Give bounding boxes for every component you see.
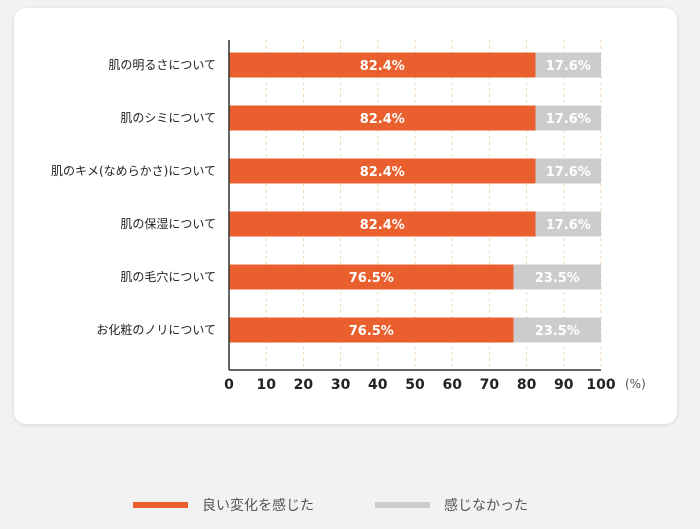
- category-label: 肌の毛穴について: [120, 269, 216, 284]
- x-tick-label: 90: [554, 377, 574, 393]
- legend-label-positive: 良い変化を感じた: [202, 498, 314, 514]
- data-label: 17.6%: [546, 165, 591, 180]
- x-tick-label: 60: [442, 377, 462, 393]
- data-label: 76.5%: [349, 324, 394, 339]
- data-label: 82.4%: [360, 112, 405, 127]
- x-tick-label: 20: [294, 377, 314, 393]
- bar-segment-negative: [535, 211, 601, 237]
- x-tick-label: 80: [517, 377, 537, 393]
- category-label: 肌の保湿について: [120, 216, 216, 231]
- data-label: 23.5%: [535, 324, 580, 339]
- data-label: 82.4%: [360, 218, 405, 233]
- legend-item-negative: 感じなかった: [375, 490, 528, 520]
- bar-segment-negative: [535, 105, 601, 131]
- x-tick-label: 40: [368, 377, 388, 393]
- bar-segment-positive: [229, 52, 536, 78]
- x-tick-label: 70: [480, 377, 500, 393]
- data-label: 76.5%: [349, 271, 394, 286]
- x-tick-label: 50: [405, 377, 425, 393]
- data-label: 17.6%: [546, 59, 591, 74]
- category-label: 肌の明るさについて: [108, 58, 216, 72]
- bar-segment-positive: [229, 211, 536, 237]
- x-tick-label: 10: [256, 377, 276, 393]
- category-label: 肌のキメ(なめらかさ)について: [51, 164, 216, 178]
- bar-segment-positive: [229, 317, 514, 343]
- legend-item-positive: 良い変化を感じた: [133, 490, 314, 520]
- data-label: 82.4%: [360, 165, 405, 180]
- chart-legend: 良い変化を感じた 感じなかった: [0, 490, 700, 520]
- bar-segment-negative: [535, 52, 601, 78]
- category-label: お化粧のノリについて: [96, 323, 216, 337]
- legend-swatch-negative: [375, 502, 430, 508]
- x-axis-unit: (%): [625, 377, 646, 391]
- data-label: 17.6%: [546, 218, 591, 233]
- legend-swatch-positive: [133, 502, 188, 508]
- x-tick-label: 30: [331, 377, 351, 393]
- x-tick-label: 0: [224, 377, 234, 393]
- data-label: 17.6%: [546, 112, 591, 127]
- bar-segment-positive: [229, 105, 536, 131]
- stacked-bar-chart: 肌の明るさについて 82.4% 17.6% 肌のシミについて 82.4% 17.6% 肌のキ…: [51, 40, 646, 393]
- legend-label-negative: 感じなかった: [444, 498, 528, 514]
- bar-segment-positive: [229, 158, 536, 184]
- bar-segment-negative: [513, 264, 601, 290]
- data-label: 23.5%: [535, 271, 580, 286]
- bar-segment-negative: [535, 158, 601, 184]
- category-label: 肌のシミについて: [120, 111, 216, 125]
- bar-segment-negative: [513, 317, 601, 343]
- bar-segment-positive: [229, 264, 514, 290]
- x-tick-label: 100: [586, 377, 615, 393]
- data-label: 82.4%: [360, 59, 405, 74]
